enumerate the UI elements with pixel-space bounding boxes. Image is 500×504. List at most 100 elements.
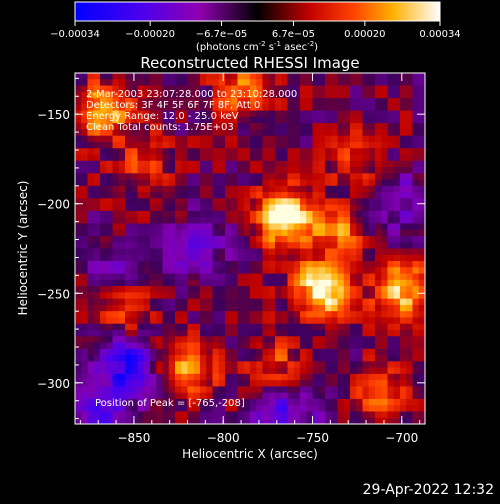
heatmap-cell: [75, 248, 82, 256]
heatmap-cell: [306, 235, 314, 243]
heatmap-cell: [212, 373, 220, 381]
heatmap-cell: [237, 323, 245, 331]
heatmap-cell: [118, 204, 126, 212]
heatmap-cell: [181, 261, 189, 268]
heatmap-cell: [150, 154, 157, 162]
heatmap-cell: [168, 355, 176, 362]
heatmap-cell: [231, 329, 239, 337]
heatmap-cell: [218, 179, 226, 187]
heatmap-cell: [106, 273, 114, 281]
heatmap-cell: [112, 323, 120, 331]
heatmap-cell: [337, 73, 345, 80]
heatmap-cell: [112, 229, 120, 237]
heatmap-cell: [262, 160, 270, 168]
heatmap-cell: [168, 104, 176, 112]
heatmap-cell: [418, 367, 425, 375]
heatmap-cell: [300, 248, 307, 256]
heatmap-cell: [306, 198, 314, 206]
heatmap-cell: [268, 329, 276, 337]
heatmap-cell: [356, 179, 364, 187]
heatmap-cell: [87, 304, 95, 312]
heatmap-cell: [137, 405, 145, 413]
heatmap-cell: [362, 273, 370, 281]
heatmap-cell: [325, 248, 332, 256]
heatmap-cell: [356, 386, 364, 394]
heatmap-cell: [243, 355, 251, 362]
heatmap-cell: [393, 141, 401, 149]
heatmap-cell: [106, 267, 114, 275]
heatmap-cell: [293, 91, 301, 99]
heatmap-cell: [281, 411, 289, 419]
heatmap-cell: [181, 317, 189, 325]
heatmap-cell: [206, 123, 214, 130]
heatmap-cell: [350, 98, 357, 105]
heatmap-cell: [112, 154, 120, 162]
heatmap-cell: [356, 405, 364, 413]
heatmap-cell: [343, 98, 351, 105]
heatmap-cell: [400, 154, 407, 162]
heatmap-cell: [231, 160, 239, 168]
heatmap-cell: [100, 317, 107, 325]
heatmap-cell: [406, 411, 414, 419]
heatmap-cell: [125, 373, 132, 381]
heatmap-cell: [356, 223, 364, 231]
heatmap-cell: [143, 160, 151, 168]
heatmap-cell: [281, 329, 289, 337]
heatmap-cell: [237, 348, 245, 356]
heatmap-cell: [137, 279, 145, 287]
heatmap-cell: [237, 141, 245, 149]
heatmap-cell: [93, 98, 101, 105]
heatmap-cell: [87, 298, 95, 306]
heatmap-cell: [206, 398, 214, 406]
heatmap-cell: [325, 192, 332, 199]
heatmap-cell: [287, 248, 295, 256]
heatmap-cell: [387, 417, 395, 424]
heatmap-cell: [243, 204, 251, 212]
heatmap-cell: [181, 273, 189, 281]
heatmap-cell: [318, 329, 326, 337]
heatmap-cell: [218, 160, 226, 168]
heatmap-cell: [156, 254, 164, 262]
heatmap-cell: [150, 167, 157, 174]
heatmap-cell: [200, 398, 207, 406]
heatmap-cell: [200, 223, 207, 231]
heatmap-cell: [306, 398, 314, 406]
heatmap-cell: [175, 141, 182, 149]
heatmap-cell: [262, 411, 270, 419]
heatmap-cell: [406, 286, 414, 293]
heatmap-cell: [356, 248, 364, 256]
heatmap-cell: [143, 386, 151, 394]
heatmap-cell: [112, 279, 120, 287]
heatmap-cell: [193, 104, 201, 112]
heatmap-cell: [418, 336, 425, 344]
heatmap-cell: [381, 79, 389, 87]
heatmap-cell: [206, 129, 214, 137]
heatmap-cell: [287, 417, 295, 424]
heatmap-cell: [250, 417, 257, 424]
heatmap-cell: [100, 223, 107, 231]
heatmap-cell: [150, 411, 157, 419]
heatmap-cell: [375, 223, 382, 231]
heatmap-cell: [200, 267, 207, 275]
heatmap-cell: [268, 411, 276, 419]
heatmap-cell: [181, 141, 189, 149]
heatmap-cell: [218, 398, 226, 406]
heatmap-cell: [275, 254, 282, 262]
heatmap-cell: [168, 286, 176, 293]
heatmap-cell: [81, 392, 89, 400]
heatmap-cell: [393, 98, 401, 105]
heatmap-cell: [418, 217, 425, 225]
heatmap-cell: [100, 91, 107, 99]
heatmap-cell: [93, 380, 101, 387]
heatmap-cell: [118, 167, 126, 174]
heatmap-cell: [300, 129, 307, 137]
heatmap-cell: [406, 317, 414, 325]
heatmap-cell: [143, 336, 151, 344]
heatmap-cell: [87, 217, 95, 225]
heatmap-cell: [162, 235, 170, 243]
heatmap-cell: [75, 336, 82, 344]
heatmap-cell: [187, 411, 195, 419]
heatmap-cell: [275, 148, 282, 156]
heatmap-cell: [137, 179, 145, 187]
heatmap-cell: [293, 98, 301, 105]
